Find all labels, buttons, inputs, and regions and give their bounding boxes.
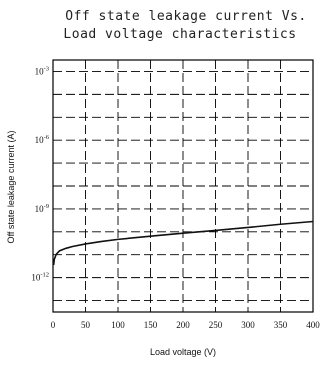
y-tick-labels: 10-3 10-6 10-9 10-12 bbox=[31, 65, 49, 282]
y-tick-label: 10-3 bbox=[35, 65, 49, 76]
plot-frame bbox=[52, 59, 314, 313]
chart-title-line-1: Off state leakage current Vs. bbox=[65, 9, 306, 24]
y-tick-label: 10-9 bbox=[35, 203, 49, 214]
x-tick-label: 200 bbox=[176, 320, 190, 330]
x-tick-label: 400 bbox=[306, 320, 320, 330]
x-axis-label: Load voltage (V) bbox=[150, 347, 216, 357]
x-tick-label: 100 bbox=[111, 320, 125, 330]
x-tick-label: 350 bbox=[274, 320, 288, 330]
grid-lines bbox=[53, 60, 313, 312]
series-line-0 bbox=[52, 220, 314, 266]
x-tick-label: 0 bbox=[51, 320, 56, 330]
x-tick-label: 150 bbox=[144, 320, 158, 330]
x-tick-label: 250 bbox=[209, 320, 223, 330]
series-group bbox=[52, 220, 314, 266]
y-axis-label: Off state leakage current (A) bbox=[6, 131, 16, 244]
x-tick-label: 300 bbox=[241, 320, 255, 330]
x-tick-label: 50 bbox=[81, 320, 91, 330]
y-tick-label: 10-12 bbox=[31, 272, 49, 283]
x-tick-labels: 0 50 100 150 200 250 300 350 400 bbox=[51, 320, 321, 330]
y-tick-label: 10-6 bbox=[35, 134, 50, 145]
chart-title-line-2: Load voltage characteristics bbox=[63, 27, 296, 42]
